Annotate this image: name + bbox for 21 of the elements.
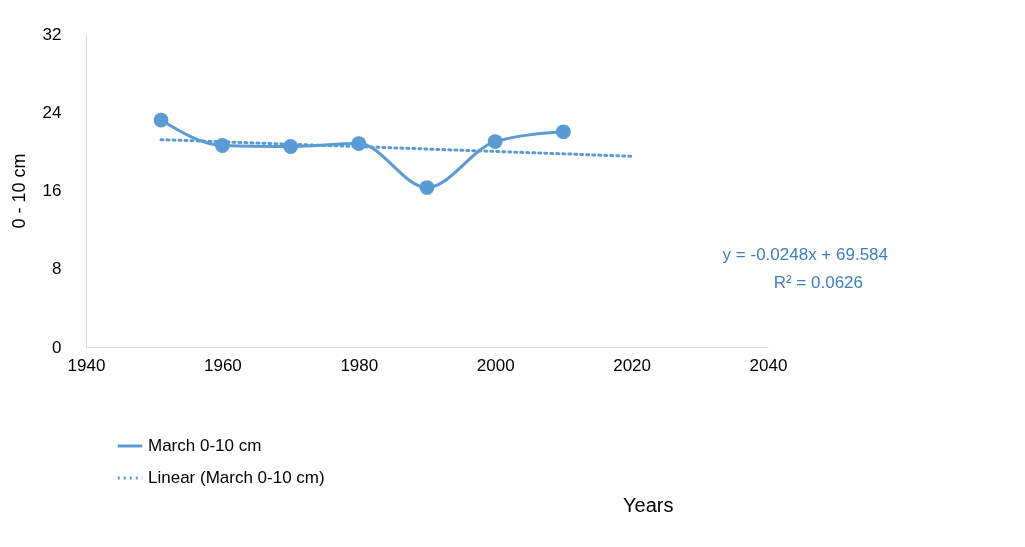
text: Years <box>623 494 674 516</box>
y-tick-label: 8 <box>52 259 62 279</box>
x-tick-label: 1940 <box>67 355 106 375</box>
point <box>153 112 169 128</box>
y-tick-label: 24 <box>42 102 62 122</box>
y-tick-label: 0 <box>52 337 62 357</box>
y-axis-title: 0 - 10 cm <box>8 153 29 229</box>
legend-label: March 0-10 cm <box>148 436 262 455</box>
legend-label: Linear (March 0-10 cm) <box>148 468 325 487</box>
point <box>555 124 571 140</box>
x-tick-label: 1980 <box>340 355 379 375</box>
y-tick-label: 32 <box>42 24 62 44</box>
point <box>487 134 503 149</box>
point <box>419 180 435 195</box>
text: R² = 0.0626 <box>773 273 863 292</box>
x-tick-label: 1960 <box>203 355 242 375</box>
x-tick-label: 2040 <box>749 355 788 375</box>
y-tick-label: 16 <box>42 181 62 200</box>
x-tick-label: 2020 <box>613 355 652 375</box>
annotation: y = -0.0248x + 69.584 <box>722 245 888 264</box>
x-tick-label: 2000 <box>476 355 515 375</box>
